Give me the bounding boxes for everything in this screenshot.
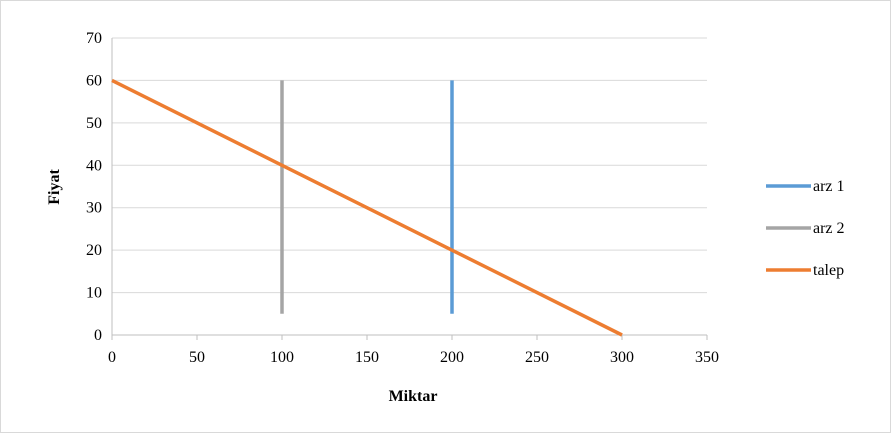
x-tick-label: 300 <box>610 349 634 366</box>
legend: arz 1 arz 2 talep <box>766 178 845 279</box>
x-tick-label: 250 <box>525 349 549 366</box>
legend-label: talep <box>813 262 844 279</box>
y-tick-label: 20 <box>86 242 102 259</box>
y-tick-label: 50 <box>86 115 102 132</box>
series-lines <box>111 78 623 337</box>
y-tick-label: 10 <box>86 285 102 302</box>
gridlines <box>111 37 708 340</box>
x-tick-label: 350 <box>695 349 719 366</box>
legend-label: arz 2 <box>813 220 845 237</box>
y-tick-label: 40 <box>86 157 102 174</box>
series-line-talep <box>111 78 623 337</box>
y-tick-label: 30 <box>86 200 102 217</box>
y-tick-label: 0 <box>94 327 102 344</box>
x-tick-label: 200 <box>440 349 464 366</box>
tick-labels: 0 10 20 30 40 50 60 70 0 50 100 150 200 250 300 350 <box>86 30 719 366</box>
legend-label: arz 1 <box>813 178 845 195</box>
y-tick-label: 70 <box>86 30 102 47</box>
x-tick-label: 0 <box>108 349 116 366</box>
y-tick-label: 60 <box>86 72 102 89</box>
x-tick-label: 150 <box>355 349 379 366</box>
x-axis-title: Miktar <box>389 388 438 405</box>
y-axis-title: Fiyat <box>46 169 63 205</box>
x-tick-label: 50 <box>189 349 205 366</box>
x-tick-label: 100 <box>270 349 294 366</box>
